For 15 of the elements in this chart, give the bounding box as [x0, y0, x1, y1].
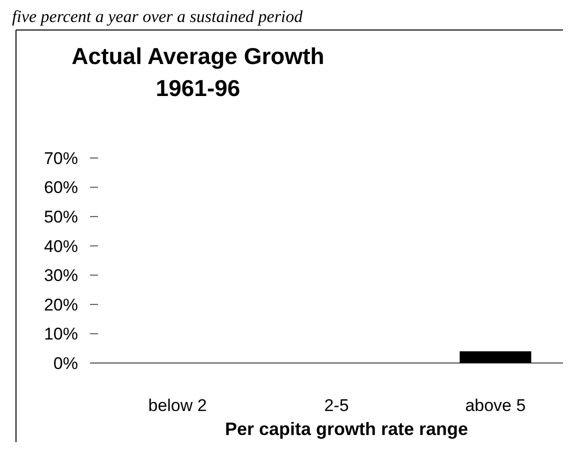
y-tick-label: 30% [44, 266, 78, 286]
y-tick-label: 50% [44, 208, 78, 227]
x-axis-title: Per capita growth rate range [224, 419, 468, 439]
x-tick-label: above 5 [465, 396, 526, 415]
y-tick-label: 70% [44, 148, 78, 168]
y-tick-label: 40% [44, 236, 78, 256]
text: five percent a year over a sustained period [12, 7, 304, 26]
chart-title: Actual Average Growth [72, 43, 324, 69]
y-tick-label: 20% [44, 295, 78, 314]
x-tick-label: 2-5 [324, 396, 349, 415]
y-tick-label: 0% [53, 354, 78, 373]
y-tick-label: 10% [44, 324, 78, 344]
y-tick-label: 60% [44, 178, 78, 198]
x-tick-label: below 2 [148, 396, 207, 415]
chart-subtitle: 1961-96 [156, 75, 240, 101]
